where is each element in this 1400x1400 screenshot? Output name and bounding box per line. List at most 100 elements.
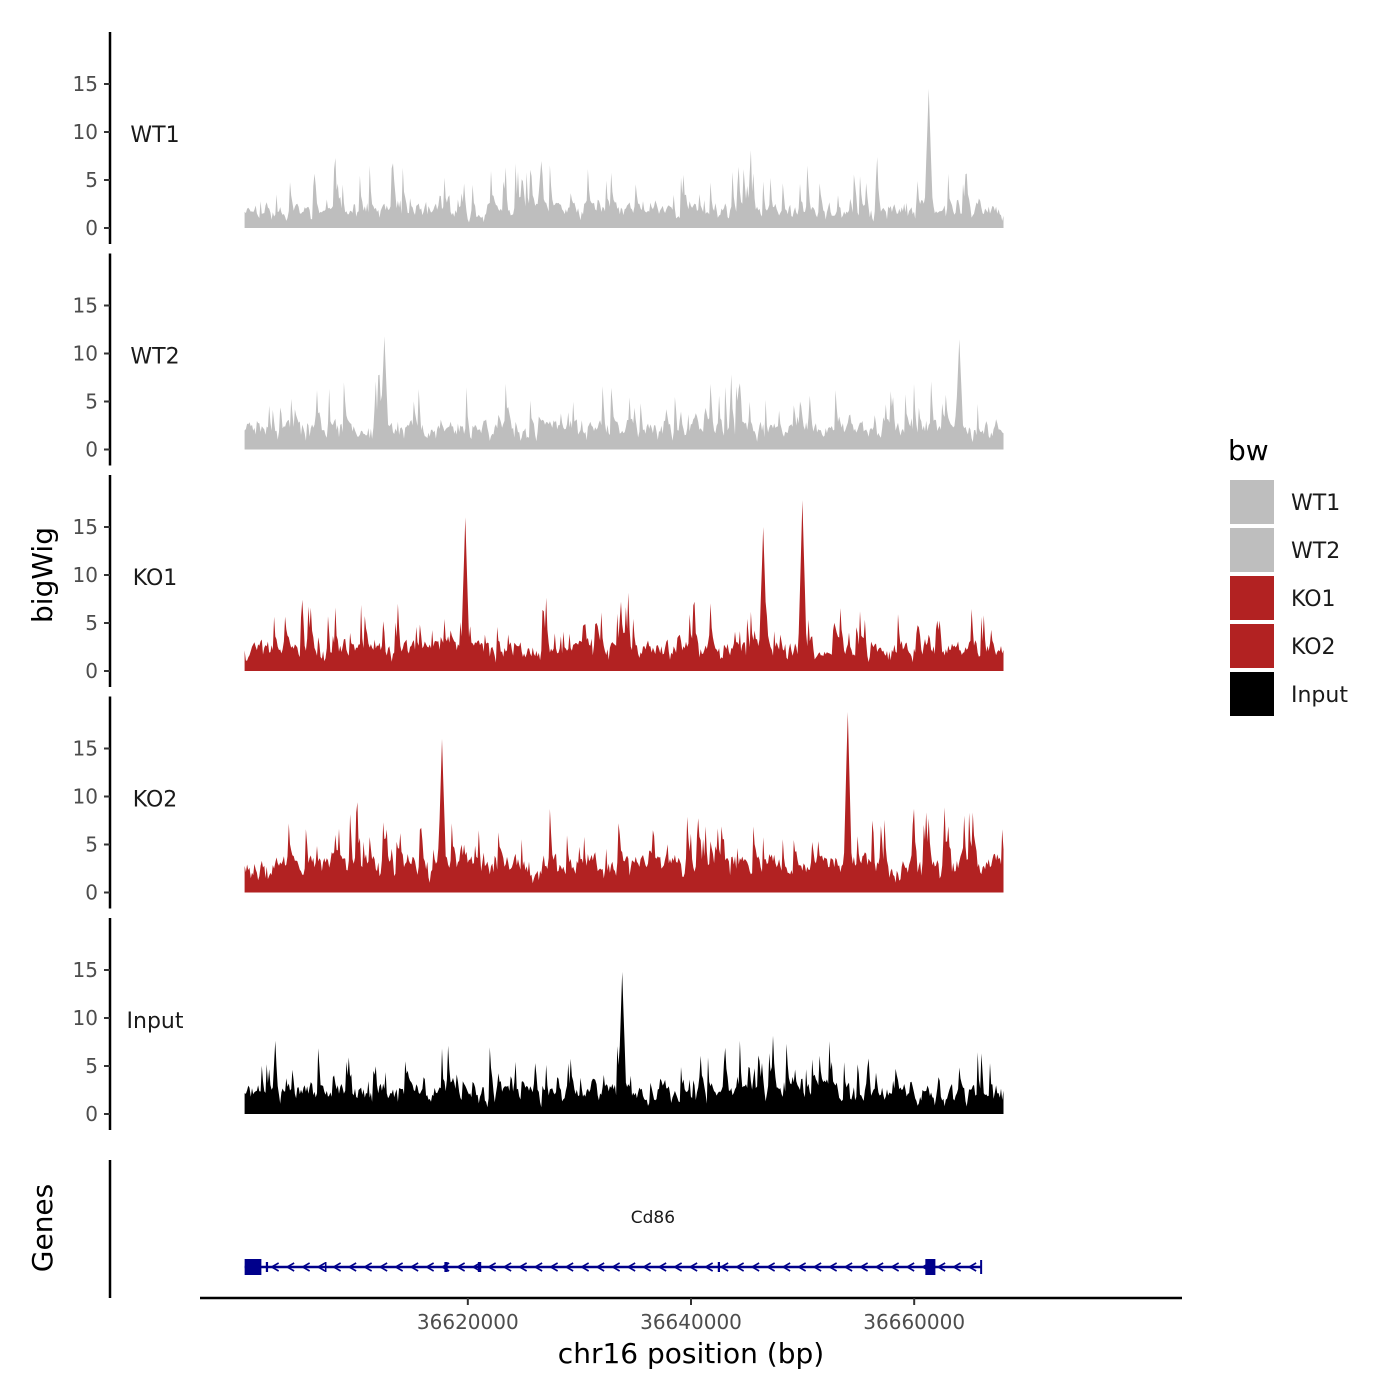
y-tick-label: 10 [73,342,98,366]
gene-track-title: Genes [26,1184,59,1272]
strand-arrow [502,1262,512,1272]
gene-exon [925,1259,936,1275]
strand-arrow [564,1262,574,1272]
strand-arrow [518,1262,528,1272]
strand-arrow [704,1262,714,1272]
legend-title: bw [1228,434,1269,467]
strand-arrow [828,1262,838,1272]
legend: bw WT1 WT2 KO1 KO2 Input [1228,434,1348,716]
strand-arrow [533,1262,543,1272]
gene-exon [265,1262,269,1272]
strand-arrow [735,1262,745,1272]
track-input: 0 5 10 15 Input [73,918,1004,1130]
gene-exon [717,1262,721,1272]
strand-arrow [843,1262,853,1272]
legend-key-input [1230,672,1274,716]
y-tick-label: 0 [85,659,98,683]
x-tick-label: 36660000 [863,1310,965,1334]
track-label-input: Input [127,1009,184,1034]
strand-arrow [394,1262,404,1272]
y-tick-label: 5 [85,390,98,414]
y-tick-label: 0 [85,438,98,462]
y-tick-label: 15 [73,737,98,761]
y-tick-label: 10 [73,785,98,809]
y-tick-label: 0 [85,216,98,240]
y-tick-label: 15 [73,294,98,318]
strand-arrow [874,1262,884,1272]
strand-arrow [952,1262,962,1272]
y-tick-label: 10 [73,563,98,587]
coverage-area-ko2 [244,712,1004,893]
strand-arrow [409,1262,419,1272]
y-tick-label: 15 [73,515,98,539]
y-tick-label: 5 [85,168,98,192]
coverage-area-input [244,971,1004,1114]
strand-arrow [673,1262,683,1272]
strand-arrow [812,1262,822,1272]
legend-label-ko1: KO1 [1291,587,1336,612]
strand-arrow [766,1262,776,1272]
gene-exon [244,1259,262,1275]
legend-label-wt1: WT1 [1291,491,1340,516]
y-tick-label: 15 [73,958,98,982]
y-axis-title: bigWig [26,527,59,623]
strand-arrow [471,1262,481,1272]
coverage-area-wt2 [244,336,1004,450]
legend-key-ko2 [1230,624,1274,668]
strand-arrow [890,1262,900,1272]
track-label-wt1: WT1 [130,123,179,148]
strand-arrow [750,1262,760,1272]
strand-arrow [270,1262,280,1272]
strand-arrow [456,1262,466,1272]
y-tick-label: 10 [73,1006,98,1030]
coverage-area-ko1 [244,500,1004,671]
strand-arrow [332,1262,342,1272]
strand-arrow [611,1262,621,1272]
strand-arrow [580,1262,590,1272]
track-label-ko2: KO2 [133,788,178,813]
gene-exon [444,1262,448,1272]
strand-arrow [967,1262,977,1272]
strand-arrow [285,1262,295,1272]
strand-arrow [688,1262,698,1272]
track-ko2: 0 5 10 15 KO2 [73,696,1004,909]
track-wt1: 0 5 10 15 WT1 [73,32,1004,244]
strand-arrow [642,1262,652,1272]
legend-label-wt2: WT2 [1291,539,1340,564]
strand-arrow [487,1262,497,1272]
strand-arrow [347,1262,357,1272]
strand-arrow [595,1262,605,1272]
gene-track: Genes Cd86 [26,1160,983,1298]
track-ko1: 0 5 10 15 KO1 [73,475,1004,687]
strand-arrow [378,1262,388,1272]
strand-arrow [859,1262,869,1272]
legend-key-ko1 [1230,576,1274,620]
y-tick-label: 5 [85,611,98,635]
coverage-tracks: 0 5 10 15 WT1 0 5 10 15 WT2 0 5 10 15 KO1 0 5 10 15 KO2 0 5 10… [73,32,1004,1130]
gene-models: Cd86 [244,1208,983,1275]
gene-exon [477,1262,482,1272]
y-tick-label: 5 [85,1054,98,1078]
strand-arrow [626,1262,636,1272]
strand-arrow [797,1262,807,1272]
track-label-ko1: KO1 [133,566,178,591]
y-tick-label: 0 [85,1102,98,1126]
x-tick-label: 36620000 [417,1310,519,1334]
legend-key-wt1 [1230,480,1274,524]
y-tick-label: 15 [73,72,98,96]
x-axis-title: chr16 position (bp) [558,1337,824,1370]
strand-arrow [549,1262,559,1272]
legend-label-ko2: KO2 [1291,635,1336,660]
strand-arrow [363,1262,373,1272]
legend-items: WT1 WT2 KO1 KO2 Input [1230,480,1348,716]
strand-arrow [301,1262,311,1272]
x-axis-ticks: 36620000 36640000 36660000 [417,1298,965,1334]
strand-arrow [905,1262,915,1272]
y-tick-label: 5 [85,833,98,857]
y-tick-label: 10 [73,120,98,144]
gene-name-label: Cd86 [631,1208,675,1228]
x-tick-label: 36640000 [640,1310,742,1334]
y-tick-label: 0 [85,881,98,905]
gene-exon [324,1262,327,1272]
gene-cd86: Cd86 [244,1208,983,1275]
